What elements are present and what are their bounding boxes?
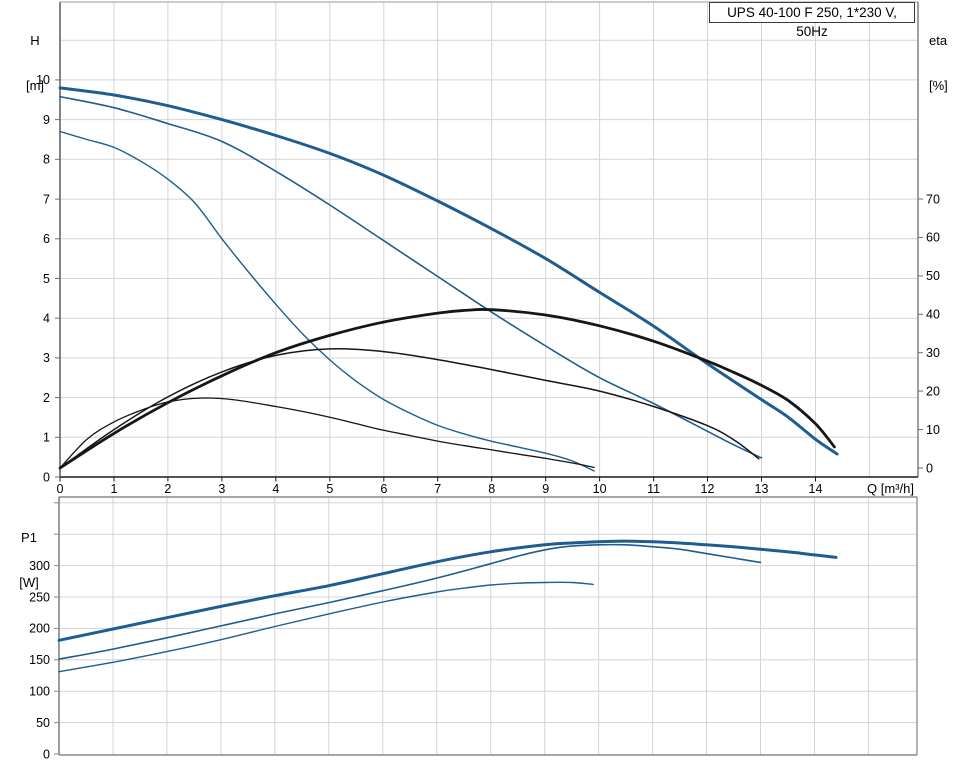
q-tick-label: 14 bbox=[809, 482, 823, 496]
eta-tick-label: 20 bbox=[926, 384, 940, 398]
q-axis-unit-label: Q [m³/h] bbox=[867, 481, 914, 496]
q-tick-label: 3 bbox=[218, 482, 225, 496]
p1-axis-unit-label: P1 [W] bbox=[12, 500, 46, 620]
hq-borders bbox=[59, 1, 919, 478]
p1-tick-label: 50 bbox=[36, 716, 50, 730]
hq-eta-chart-area: 0 1 2 3 4 5 6 7 8 9 10 11 12 13 1401234567891001020304… bbox=[36, 1, 940, 496]
power-borders bbox=[58, 496, 918, 756]
q-tick-label: 4 bbox=[272, 482, 279, 496]
curve-p1-max-speed bbox=[57, 539, 838, 642]
q-tick-label: 2 bbox=[164, 482, 171, 496]
curve-eta-mid-speed bbox=[59, 347, 760, 469]
p1-tick-label: 150 bbox=[29, 653, 50, 667]
h-tick-label: 1 bbox=[43, 431, 50, 445]
h-axis-unit-label: H [m] bbox=[17, 3, 53, 123]
eta-tick-label: 60 bbox=[926, 231, 940, 245]
h-tick-label: 6 bbox=[43, 232, 50, 246]
power-chart-area: 0 50 100 150 200 250 300 bbox=[29, 496, 918, 761]
eta-tick-label: 70 bbox=[926, 192, 940, 206]
p1-tick-label: 250 bbox=[29, 590, 50, 604]
pump-model-title-box: UPS 40-100 F 250, 1*230 V, 50Hz bbox=[709, 2, 915, 39]
p1-tick-label: 300 bbox=[29, 559, 50, 573]
curve-p1-min-speed bbox=[58, 581, 594, 673]
curve-eta-min-speed bbox=[59, 397, 595, 469]
h-tick-label: 2 bbox=[43, 391, 50, 405]
h-axis-symbol: H bbox=[30, 33, 40, 48]
p1-tick-label: 200 bbox=[29, 622, 50, 636]
h-tick-label: 3 bbox=[43, 351, 50, 365]
h-axis-unit: [m] bbox=[25, 78, 45, 93]
curve-head-min-speed bbox=[59, 130, 595, 472]
p1-tick-label: 100 bbox=[29, 685, 50, 699]
p1-axis-symbol: P1 bbox=[21, 530, 37, 545]
eta-axis-symbol: eta bbox=[929, 33, 948, 48]
q-tick-label: 9 bbox=[542, 482, 549, 496]
q-tick-label: 1 bbox=[111, 482, 118, 496]
q-tick-label: 6 bbox=[380, 482, 387, 496]
p1-axis-unit: [W] bbox=[19, 575, 39, 590]
q-tick-label: 10 bbox=[593, 482, 607, 496]
q-tick-label: 7 bbox=[434, 482, 441, 496]
q-tick-label: 5 bbox=[326, 482, 333, 496]
h-tick-label: 9 bbox=[43, 113, 50, 127]
h-tick-label: 8 bbox=[43, 153, 50, 167]
q-tick-label: 13 bbox=[755, 482, 769, 496]
h-tick-label: 4 bbox=[43, 312, 50, 326]
eta-axis-unit: [%] bbox=[929, 78, 948, 93]
power-gridlines bbox=[59, 497, 917, 755]
curve-p1-mid-speed bbox=[58, 543, 762, 660]
curve-head-mid-speed bbox=[59, 95, 763, 459]
hq-gridlines bbox=[60, 2, 918, 477]
power-curves bbox=[57, 539, 838, 673]
h-tick-label: 7 bbox=[43, 192, 50, 206]
p1-tick-label: 0 bbox=[43, 747, 50, 761]
q-tick-label: 11 bbox=[647, 482, 660, 496]
eta-axis-unit-label: eta [%] bbox=[929, 3, 967, 123]
power-axis-ticks: 0 50 100 150 200 250 300 bbox=[29, 502, 59, 761]
eta-tick-label: 0 bbox=[926, 461, 933, 475]
hq-axis-ticks: 0 1 2 3 4 5 6 7 8 9 10 11 12 13 1401234567891001020304… bbox=[36, 73, 940, 496]
eta-tick-label: 10 bbox=[926, 423, 940, 437]
eta-tick-label: 40 bbox=[926, 308, 940, 322]
curve-head-max-speed bbox=[58, 86, 839, 456]
q-tick-label: 12 bbox=[701, 482, 715, 496]
h-tick-label: 10 bbox=[36, 73, 50, 87]
eta-tick-label: 30 bbox=[926, 346, 940, 360]
q-tick-label: 0 bbox=[57, 482, 64, 496]
hq-curves bbox=[58, 86, 839, 472]
q-tick-label: 8 bbox=[488, 482, 495, 496]
h-tick-label: 0 bbox=[43, 470, 50, 484]
eta-tick-label: 50 bbox=[926, 269, 940, 283]
h-tick-label: 5 bbox=[43, 272, 50, 286]
curve-eta-max-speed bbox=[58, 308, 836, 470]
